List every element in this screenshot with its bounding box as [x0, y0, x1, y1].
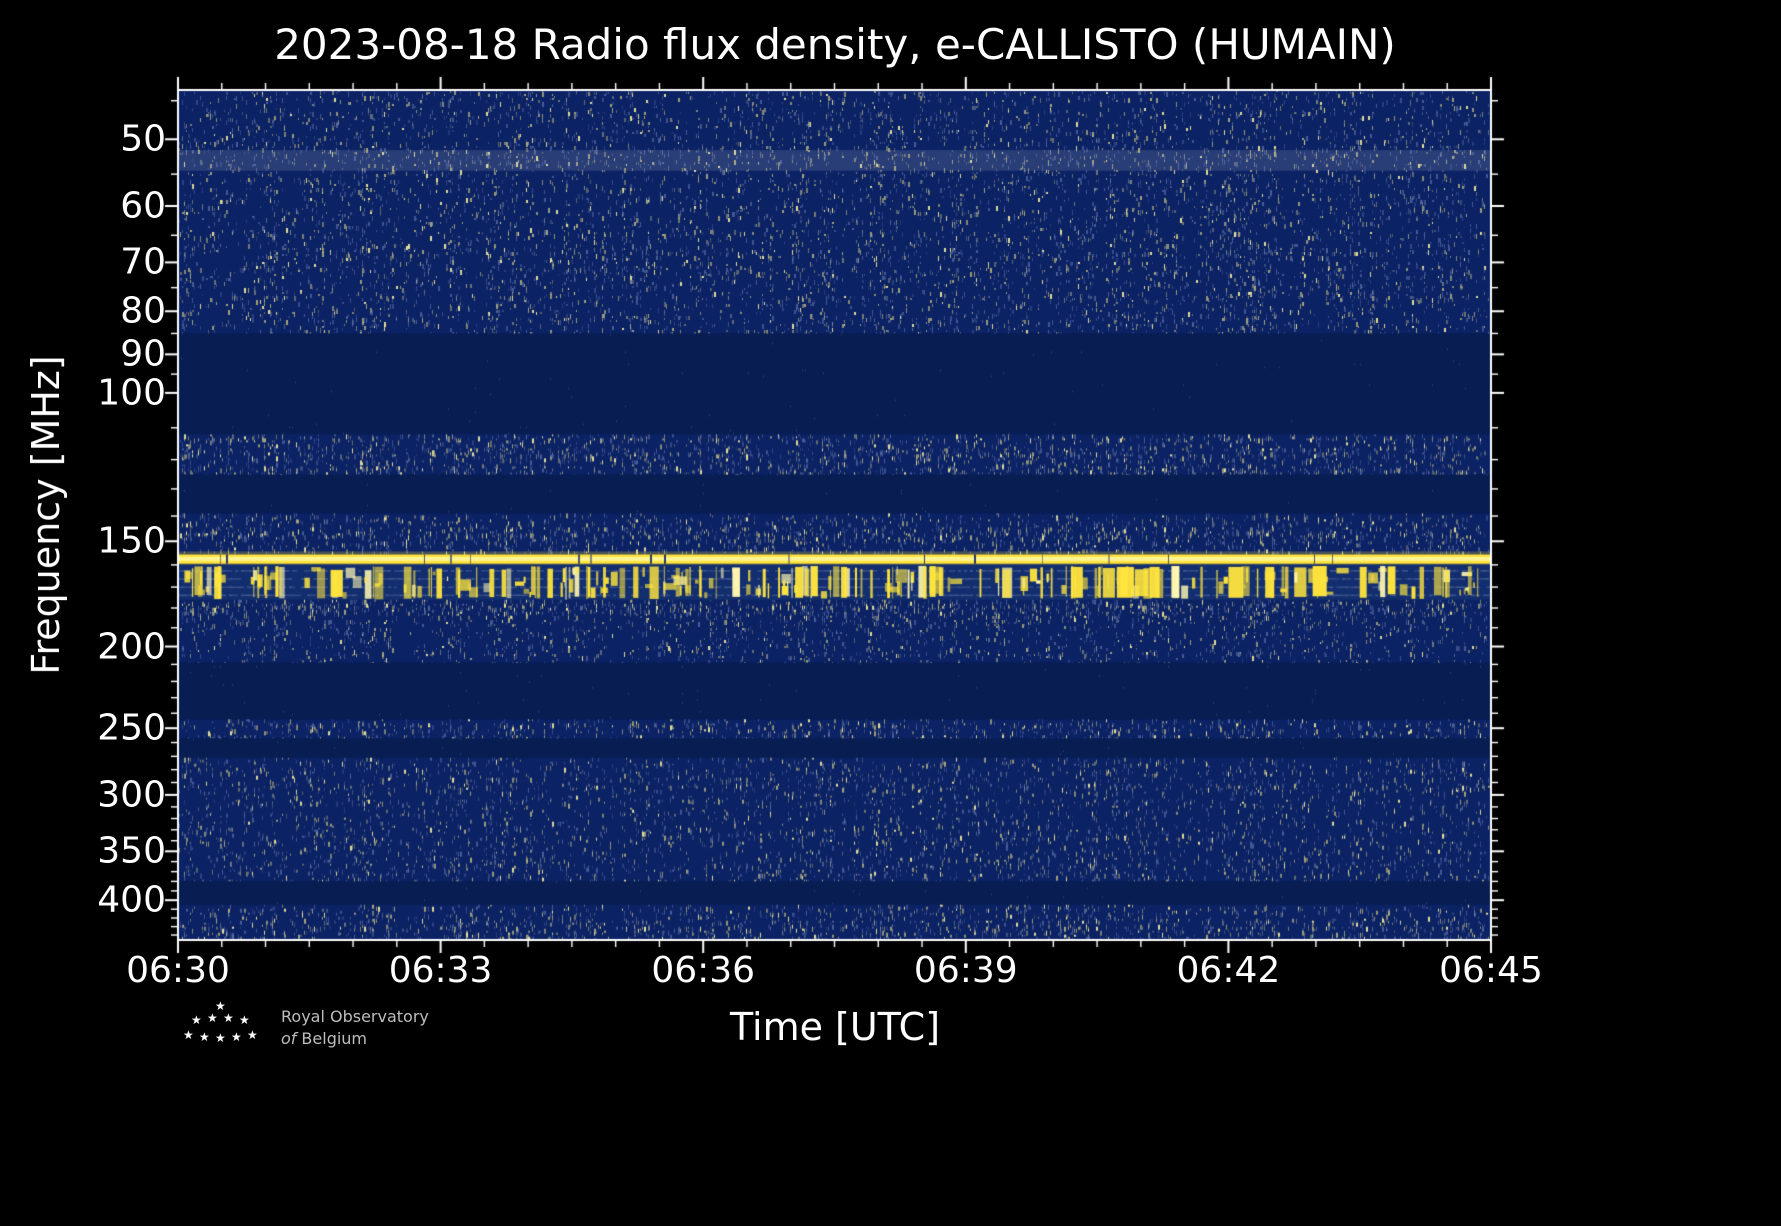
rob-org-line2: of Belgium: [281, 1028, 429, 1050]
x-axis-label: Time [UTC]: [729, 1005, 941, 1049]
rob-org-line2-prefix: of: [281, 1028, 297, 1048]
star-icon: ★: [183, 1028, 194, 1042]
rob-org-line1: Royal Observatory: [281, 1007, 429, 1026]
star-icon: ★: [215, 999, 226, 1013]
star-icon: ★: [207, 1011, 218, 1025]
star-icon: ★: [191, 1013, 202, 1027]
star-icon: ★: [231, 1030, 242, 1044]
rob-logo: ★ ★ ★ ★ ★ ★ ★ ★ ★ ★ Royal Observatory of Belgium: [183, 1000, 429, 1049]
rob-org-line2-name: Belgium: [301, 1028, 368, 1048]
star-icon: ★: [247, 1028, 258, 1042]
rob-star-cluster: ★ ★ ★ ★ ★ ★ ★ ★ ★ ★: [183, 1000, 263, 1048]
star-icon: ★: [199, 1030, 210, 1044]
rob-logo-text: Royal Observatory of Belgium: [281, 1006, 429, 1049]
star-icon: ★: [215, 1031, 226, 1045]
chart-title: 2023-08-18 Radio flux density, e-CALLIST…: [274, 20, 1396, 69]
y-axis-label: Frequency [MHz]: [24, 355, 68, 675]
star-icon: ★: [223, 1011, 234, 1025]
star-icon: ★: [239, 1013, 250, 1027]
